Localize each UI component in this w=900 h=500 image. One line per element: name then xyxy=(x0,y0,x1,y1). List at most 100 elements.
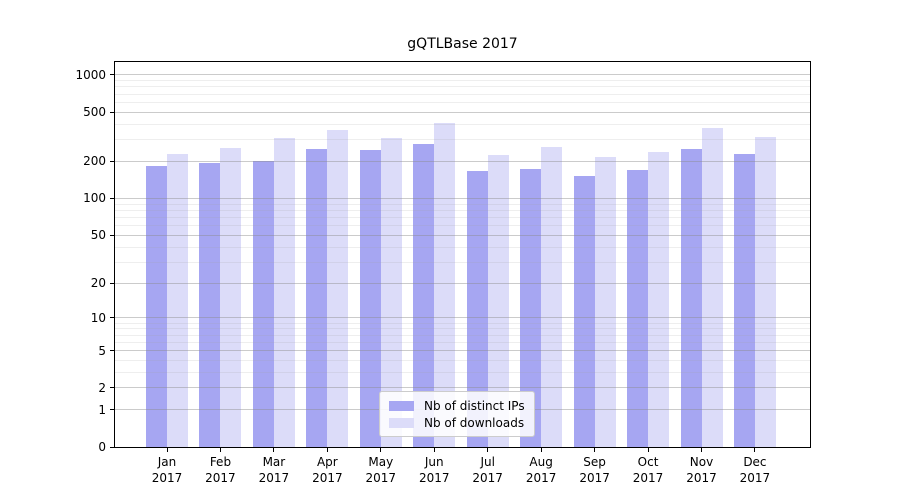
x-tick-label: Oct 2017 xyxy=(618,454,678,486)
bar-distinct-ips-may xyxy=(359,149,381,447)
y-tick-label: 1 xyxy=(98,402,106,417)
minor-gridline xyxy=(115,341,810,343)
y-tick-mark xyxy=(110,74,114,76)
legend-entry-ips: Nb of distinct IPs xyxy=(389,397,525,414)
x-tick-mark xyxy=(166,448,168,452)
legend-swatch-downloads xyxy=(389,417,414,428)
x-tick-year: 2017 xyxy=(151,471,183,485)
bar-downloads-oct xyxy=(648,151,670,447)
minor-gridline xyxy=(115,359,810,361)
x-tick-label: May 2017 xyxy=(351,454,411,486)
x-tick-year: 2017 xyxy=(739,471,771,485)
x-tick-label: Feb 2017 xyxy=(190,454,250,486)
x-tick-month: Jun xyxy=(424,455,444,469)
x-tick-mark xyxy=(647,448,649,452)
x-tick-month: Oct xyxy=(637,455,659,469)
bar-downloads-may xyxy=(380,137,402,447)
y-tick-label: 2 xyxy=(98,380,106,395)
x-tick-year: 2017 xyxy=(632,471,664,485)
x-tick-mark xyxy=(701,448,702,452)
major-gridline xyxy=(115,74,810,76)
bar-downloads-jan xyxy=(167,153,188,447)
bar-distinct-ips-dec xyxy=(733,154,755,447)
bar-distinct-ips-oct xyxy=(627,170,649,447)
x-tick-mark xyxy=(326,448,328,452)
y-tick-label: 0 xyxy=(98,440,106,454)
legend-swatch-distinct-ips xyxy=(389,400,414,411)
y-tick-mark xyxy=(110,317,114,319)
minor-gridline xyxy=(115,216,810,218)
x-tick-mark xyxy=(487,448,489,452)
minor-gridline xyxy=(115,246,810,248)
minor-gridline xyxy=(115,203,810,205)
major-gridline xyxy=(115,234,810,236)
bar-downloads-mar xyxy=(273,138,295,447)
x-tick-year: 2017 xyxy=(418,471,450,485)
y-tick-mark xyxy=(110,197,114,199)
x-tick-month: Nov xyxy=(689,455,714,469)
x-tick-year: 2017 xyxy=(686,471,717,485)
minor-gridline xyxy=(115,123,810,125)
y-tick-label: 5 xyxy=(98,343,106,358)
y-tick-label: 50 xyxy=(90,228,106,243)
x-tick-mark xyxy=(594,448,596,452)
x-tick-label: Sep 2017 xyxy=(565,454,625,486)
x-tick-mark xyxy=(273,448,275,452)
y-tick-mark xyxy=(110,111,114,113)
minor-gridline xyxy=(115,93,810,95)
x-tick-month: Sep xyxy=(583,455,606,469)
x-tick-mark xyxy=(540,448,542,452)
y-tick-mark xyxy=(110,409,114,411)
y-tick-label: 20 xyxy=(90,276,106,291)
x-tick-label: Apr 2017 xyxy=(297,454,357,486)
minor-gridline xyxy=(115,371,810,373)
y-tick-mark xyxy=(110,282,114,284)
bar-downloads-apr xyxy=(327,129,349,447)
x-tick-month: Jul xyxy=(480,455,495,469)
x-tick-year: 2017 xyxy=(472,471,503,485)
x-tick-label: Jun 2017 xyxy=(404,454,464,486)
y-tick-label: 500 xyxy=(83,105,106,120)
major-gridline xyxy=(115,350,810,351)
bar-downloads-feb xyxy=(220,147,242,447)
bar-distinct-ips-feb xyxy=(199,162,221,447)
x-tick-mark xyxy=(219,448,221,452)
bar-distinct-ips-apr xyxy=(306,148,328,447)
bar-distinct-ips-mar xyxy=(252,160,274,447)
legend-label-distinct-ips: Nb of distinct IPs xyxy=(424,398,525,413)
x-tick-month: Feb xyxy=(209,455,232,469)
major-gridline xyxy=(115,160,810,162)
y-tick-label: 10 xyxy=(90,310,106,325)
bar-distinct-ips-jan xyxy=(146,166,167,447)
bar-downloads-jun xyxy=(434,122,456,447)
x-tick-mark xyxy=(754,448,756,452)
plot-area xyxy=(114,61,811,448)
minor-gridline xyxy=(115,80,810,82)
x-tick-year: 2017 xyxy=(365,471,397,485)
minor-gridline xyxy=(115,225,810,227)
bar-distinct-ips-jun xyxy=(413,143,435,447)
minor-gridline xyxy=(115,328,810,330)
y-tick-label: 100 xyxy=(83,191,106,206)
minor-gridline xyxy=(115,101,810,103)
y-tick-label: 1000 xyxy=(75,67,106,82)
bar-downloads-sep xyxy=(594,156,616,447)
y-tick-mark xyxy=(110,387,114,389)
x-tick-mark xyxy=(433,448,435,452)
minor-gridline xyxy=(115,334,810,336)
x-tick-month: Mar xyxy=(262,455,286,469)
bar-distinct-ips-nov xyxy=(680,148,702,447)
bar-downloads-aug xyxy=(541,146,563,447)
x-tick-year: 2017 xyxy=(205,471,236,485)
minor-gridline xyxy=(115,139,810,141)
major-gridline xyxy=(115,282,810,284)
x-tick-month: Dec xyxy=(743,455,767,469)
bar-distinct-ips-jul xyxy=(466,171,488,447)
minor-gridline xyxy=(115,322,810,324)
y-tick-mark xyxy=(110,160,114,162)
chart-title: gQTLBase 2017 xyxy=(407,36,518,52)
x-tick-label: Dec 2017 xyxy=(725,454,785,486)
major-gridline xyxy=(115,197,810,199)
x-tick-label: Nov 2017 xyxy=(672,454,732,486)
